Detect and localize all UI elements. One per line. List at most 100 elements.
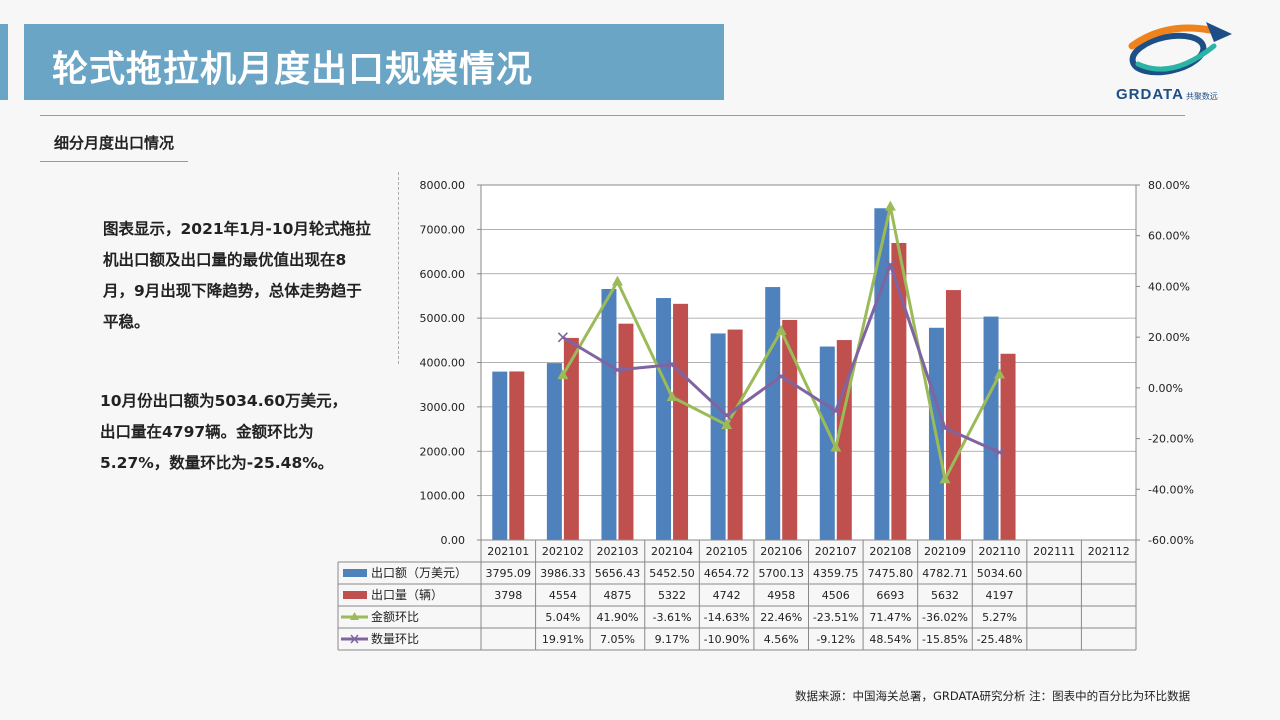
table-cell-value: 48.54% bbox=[869, 633, 911, 646]
table-cell-value: -15.85% bbox=[922, 633, 968, 646]
table-cell-value: 41.90% bbox=[596, 611, 638, 624]
table-cell-value: 4554 bbox=[549, 589, 577, 602]
x-category-label: 202107 bbox=[815, 545, 857, 558]
x-category-label: 202106 bbox=[760, 545, 802, 558]
x-category-label: 202112 bbox=[1088, 545, 1130, 558]
y-left-tick-label: 6000.00 bbox=[420, 268, 466, 281]
table-cell-value: 22.46% bbox=[760, 611, 802, 624]
y-left-tick-label: 1000.00 bbox=[420, 490, 466, 503]
bar-export-volume bbox=[782, 319, 798, 540]
table-cell-value: 19.91% bbox=[542, 633, 584, 646]
title-accent-bar bbox=[0, 24, 8, 100]
bar-export-value bbox=[819, 346, 835, 540]
bar-export-value bbox=[601, 288, 617, 540]
x-category-label: 202110 bbox=[979, 545, 1021, 558]
page-title: 轮式拖拉机月度出口规模情况 bbox=[52, 49, 534, 90]
point-volume-mom bbox=[612, 364, 623, 376]
bar-export-volume bbox=[509, 371, 525, 540]
table-cell-value: 71.47% bbox=[869, 611, 911, 624]
table-cell-value: 5034.60 bbox=[977, 567, 1023, 580]
header-divider bbox=[40, 115, 1185, 116]
y-left-tick-label: 3000.00 bbox=[420, 401, 466, 414]
table-cell-value: -23.51% bbox=[813, 611, 859, 624]
bar-export-value bbox=[765, 287, 781, 540]
table-cell-value: 7.05% bbox=[600, 633, 635, 646]
x-category-label: 202104 bbox=[651, 545, 693, 558]
point-value-mom bbox=[775, 324, 787, 335]
bar-export-value bbox=[710, 333, 726, 540]
bar-export-volume bbox=[563, 337, 579, 540]
x-category-label: 202102 bbox=[542, 545, 584, 558]
x-category-label: 202111 bbox=[1033, 545, 1075, 558]
point-volume-mom bbox=[776, 371, 787, 382]
point-value-mom bbox=[557, 369, 569, 380]
bar-export-volume bbox=[618, 323, 634, 540]
x-category-label: 202108 bbox=[869, 545, 911, 558]
point-value-mom bbox=[884, 200, 896, 211]
point-volume-mom bbox=[557, 332, 568, 343]
legend-swatch-0 bbox=[343, 569, 367, 577]
x-category-label: 202109 bbox=[924, 545, 966, 558]
legend-label: 出口量（辆） bbox=[371, 588, 443, 602]
bar-export-value bbox=[983, 316, 999, 540]
table-cell-value: 7475.80 bbox=[868, 567, 914, 580]
table-cell-value: 3795.09 bbox=[486, 567, 532, 580]
logo-text-cn: 共聚数远 bbox=[1185, 92, 1218, 101]
point-volume-mom bbox=[666, 359, 678, 370]
y-right-tick-label: -20.00% bbox=[1148, 433, 1194, 446]
point-value-mom bbox=[721, 418, 733, 429]
table-cell-value: -36.02% bbox=[922, 611, 968, 624]
table-cell-value: 5.04% bbox=[545, 611, 580, 624]
x-category-label: 202101 bbox=[487, 545, 529, 558]
y-right-tick-label: -40.00% bbox=[1148, 483, 1194, 496]
point-volume-mom bbox=[885, 259, 896, 270]
point-volume-mom bbox=[939, 422, 951, 434]
table-cell-value: -9.12% bbox=[816, 633, 855, 646]
point-value-mom bbox=[830, 441, 842, 452]
point-volume-mom bbox=[721, 410, 732, 421]
bar-export-value bbox=[546, 363, 562, 540]
legend-label: 数量环比 bbox=[371, 631, 419, 646]
table-cell-value: 4782.71 bbox=[922, 567, 968, 580]
legend-marker-triangle bbox=[350, 612, 359, 620]
y-left-tick-label: 0.00 bbox=[441, 534, 466, 547]
bar-export-value bbox=[492, 371, 508, 540]
section-subtitle: 细分月度出口情况 bbox=[40, 126, 189, 162]
y-right-tick-label: 0.00% bbox=[1148, 382, 1183, 395]
y-left-tick-label: 2000.00 bbox=[420, 445, 466, 458]
legend-label: 出口额（万美元） bbox=[371, 566, 467, 580]
table-cell-value: -10.90% bbox=[704, 633, 750, 646]
y-right-tick-label: 80.00% bbox=[1148, 179, 1190, 192]
legend-marker-x bbox=[350, 634, 359, 644]
y-right-tick-label: -60.00% bbox=[1148, 534, 1194, 547]
bar-export-value bbox=[874, 208, 890, 541]
table-cell-value: 4742 bbox=[713, 589, 741, 602]
table-cell-value: 4506 bbox=[822, 589, 850, 602]
legend-swatch-1 bbox=[343, 591, 367, 599]
table-cell-value: -3.61% bbox=[653, 611, 692, 624]
point-value-mom bbox=[666, 391, 678, 402]
y-left-tick-label: 7000.00 bbox=[420, 223, 466, 236]
logo-text: GRDATA 共聚数远 bbox=[1116, 86, 1218, 103]
table-cell-value: 4654.72 bbox=[704, 567, 750, 580]
y-left-tick-label: 8000.00 bbox=[420, 179, 466, 192]
description-paragraph-2: 10月份出口额为5034.60万美元，出口量在4797辆。金额环比为5.27%，… bbox=[100, 392, 348, 472]
table-cell-value: 6693 bbox=[876, 589, 904, 602]
table-cell-value: 4359.75 bbox=[813, 567, 859, 580]
table-cell-value: 5700.13 bbox=[758, 567, 804, 580]
bar-export-volume bbox=[673, 303, 689, 540]
point-volume-mom bbox=[830, 405, 841, 417]
logo-text-en: GRDATA bbox=[1116, 86, 1184, 103]
table-cell-value: 3798 bbox=[494, 589, 522, 602]
point-volume-mom bbox=[994, 447, 1005, 458]
bar-export-volume bbox=[891, 242, 907, 541]
table-cell-value: 3986.33 bbox=[540, 567, 586, 580]
description-paragraph-1: 图表显示，2021年1月-10月轮式拖拉机出口额及出口量的最优值出现在8月，9月… bbox=[103, 220, 371, 331]
table-cell-value: 4875 bbox=[603, 589, 631, 602]
x-category-label: 202105 bbox=[706, 545, 748, 558]
y-left-tick-label: 4000.00 bbox=[420, 357, 466, 370]
table-cell-value: 5632 bbox=[931, 589, 959, 602]
dashed-separator bbox=[398, 172, 399, 364]
y-left-tick-label: 5000.00 bbox=[420, 312, 466, 325]
table-cell-value: 4958 bbox=[767, 589, 795, 602]
